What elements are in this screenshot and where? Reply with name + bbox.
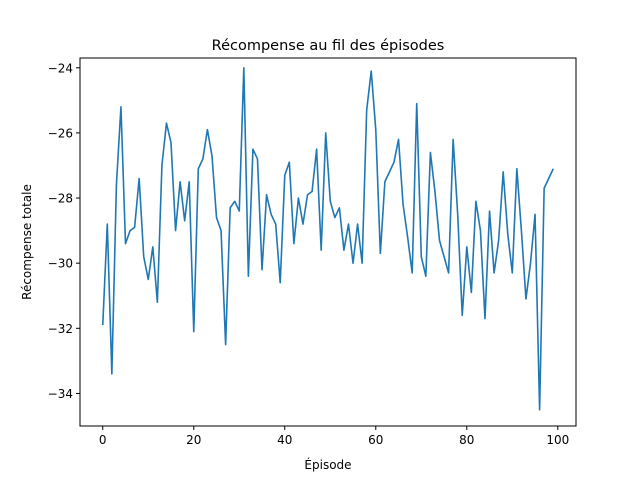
y-tick-label: −24 [48, 61, 73, 75]
axes-frame [79, 57, 577, 427]
x-tick-label: 60 [368, 433, 383, 447]
x-tick-label: 20 [186, 433, 201, 447]
y-tick-label: −32 [48, 322, 73, 336]
chart-title: Récompense au fil des épisodes [212, 38, 445, 54]
y-tick-label: −26 [48, 126, 73, 140]
y-axis-ticks: −34 −32 −30 −28 −26 −24 [48, 61, 80, 401]
x-axis-label: Épisode [304, 457, 351, 472]
y-axis-label: Récompense totale [20, 184, 34, 300]
x-tick-label: 100 [546, 433, 569, 447]
x-axis-ticks: 0 20 40 60 80 100 [99, 426, 569, 447]
x-tick-label: 80 [459, 433, 474, 447]
y-tick-label: −28 [48, 192, 73, 206]
plot-area [101, 66, 554, 411]
x-tick-label: 0 [99, 433, 107, 447]
x-tick-label: 40 [277, 433, 292, 447]
series-line-0 [101, 66, 554, 411]
y-tick-label: −34 [48, 387, 73, 401]
y-tick-label: −30 [48, 257, 73, 271]
